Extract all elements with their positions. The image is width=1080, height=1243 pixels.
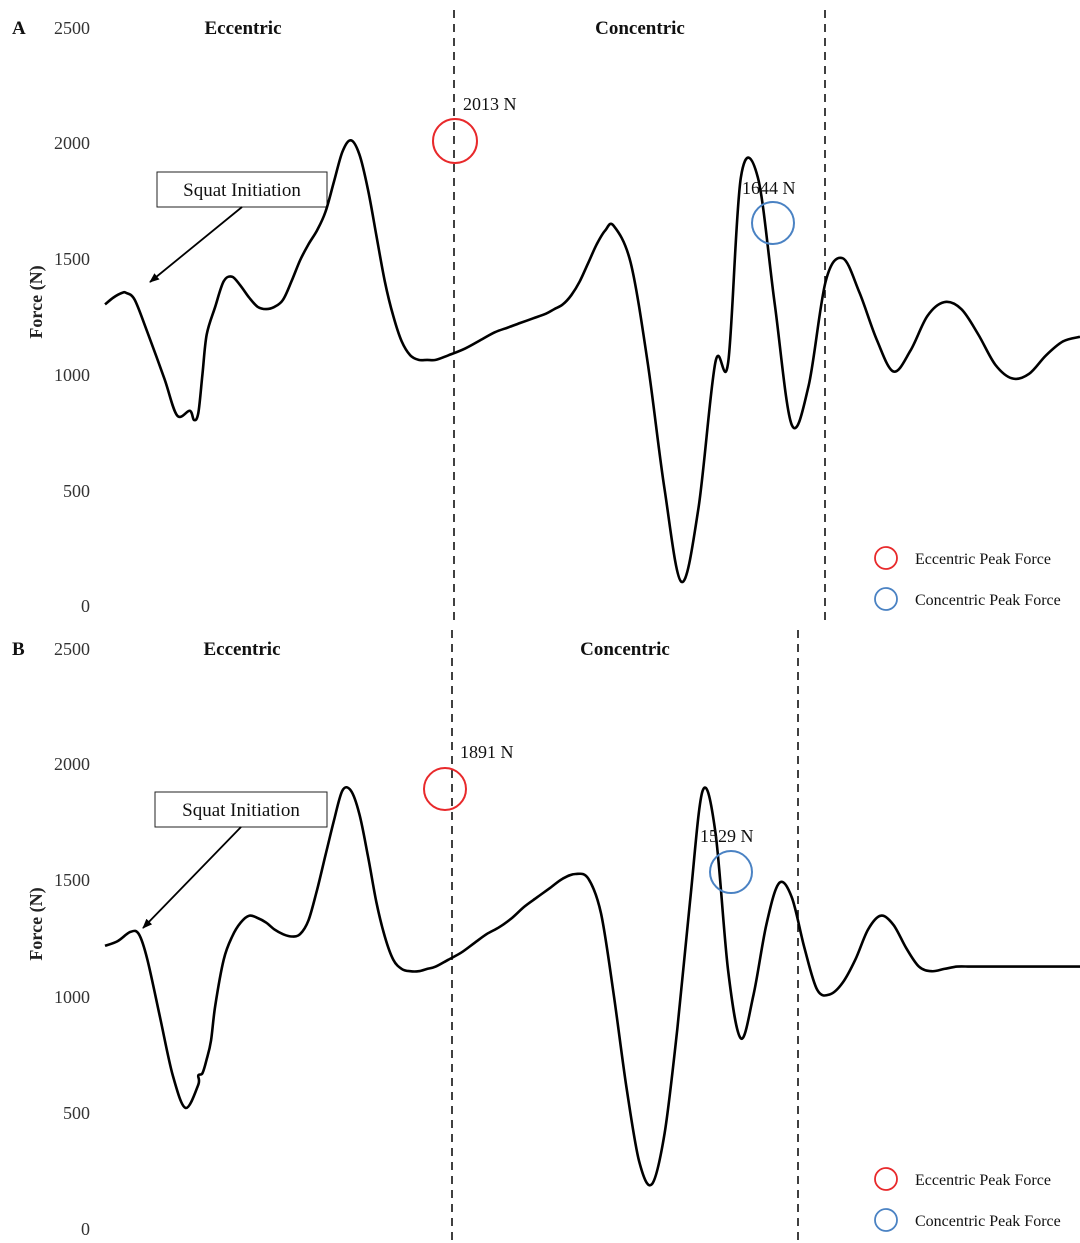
y-tick-label: 2500 <box>54 18 90 38</box>
y-tick-label: 1500 <box>54 870 90 890</box>
legend: Eccentric Peak Force Concentric Peak For… <box>874 1167 1061 1232</box>
callout-box <box>154 791 328 828</box>
legend-marker-eccentric <box>874 1167 898 1191</box>
concentric-peak-marker <box>751 201 795 245</box>
eccentric-peak-marker <box>432 118 478 164</box>
callout-arrow <box>149 206 243 283</box>
legend-marker-concentric <box>874 1208 898 1232</box>
callout-box <box>156 171 328 208</box>
phase-label-concentric: Concentric <box>580 639 670 660</box>
legend-label-eccentric: Eccentric Peak Force <box>915 1172 1051 1189</box>
phase-label-eccentric: Eccentric <box>204 18 281 39</box>
concentric-peak-label: 1644 N <box>742 178 796 198</box>
y-tick-label: 0 <box>81 1219 90 1239</box>
legend-label-eccentric: Eccentric Peak Force <box>915 551 1051 568</box>
legend-label-concentric: Concentric Peak Force <box>915 1213 1061 1230</box>
y-tick-label: 1000 <box>54 365 90 385</box>
force-line-series <box>104 785 1080 1187</box>
panel-letter: B <box>12 639 25 660</box>
y-tick-label: 2000 <box>54 133 90 153</box>
legend-label-concentric: Concentric Peak Force <box>915 592 1061 609</box>
y-tick-label: 2500 <box>54 639 90 659</box>
y-tick-label: 1500 <box>54 249 90 269</box>
y-tick-label: 1000 <box>54 987 90 1007</box>
y-axis-title: Force (N) <box>26 887 47 960</box>
eccentric-peak-label: 1891 N <box>460 742 514 762</box>
y-tick-label: 500 <box>63 481 90 501</box>
panel-letter: A <box>12 18 26 39</box>
legend-marker-eccentric <box>874 546 898 570</box>
callout-arrow <box>142 826 242 929</box>
eccentric-peak-marker <box>423 767 467 811</box>
legend-marker-concentric <box>874 587 898 611</box>
panel-b: B Force (N) 2500 2000 1500 1000 500 0 Ec… <box>12 630 1080 1243</box>
phase-label-concentric: Concentric <box>595 18 685 39</box>
panel-a: A Force (N) 2500 2000 1500 1000 500 0 Ec… <box>12 10 1080 625</box>
y-tick-labels: 2500 2000 1500 1000 500 0 <box>54 639 90 1239</box>
concentric-peak-marker <box>709 850 753 894</box>
eccentric-peak-label: 2013 N <box>463 94 517 114</box>
callout-label: Squat Initiation <box>183 180 301 201</box>
callout-label: Squat Initiation <box>182 800 300 821</box>
squat-initiation-callout: Squat Initiation <box>149 171 328 283</box>
force-line-series <box>104 139 1080 584</box>
y-tick-label: 0 <box>81 596 90 616</box>
legend: Eccentric Peak Force Concentric Peak For… <box>874 546 1061 611</box>
phase-label-eccentric: Eccentric <box>203 639 280 660</box>
concentric-peak-label: 1529 N <box>700 826 754 846</box>
y-tick-label: 2000 <box>54 754 90 774</box>
y-tick-label: 500 <box>63 1103 90 1123</box>
squat-initiation-callout: Squat Initiation <box>142 791 328 929</box>
y-axis-title: Force (N) <box>26 265 47 338</box>
y-tick-labels: 2500 2000 1500 1000 500 0 <box>54 18 90 616</box>
